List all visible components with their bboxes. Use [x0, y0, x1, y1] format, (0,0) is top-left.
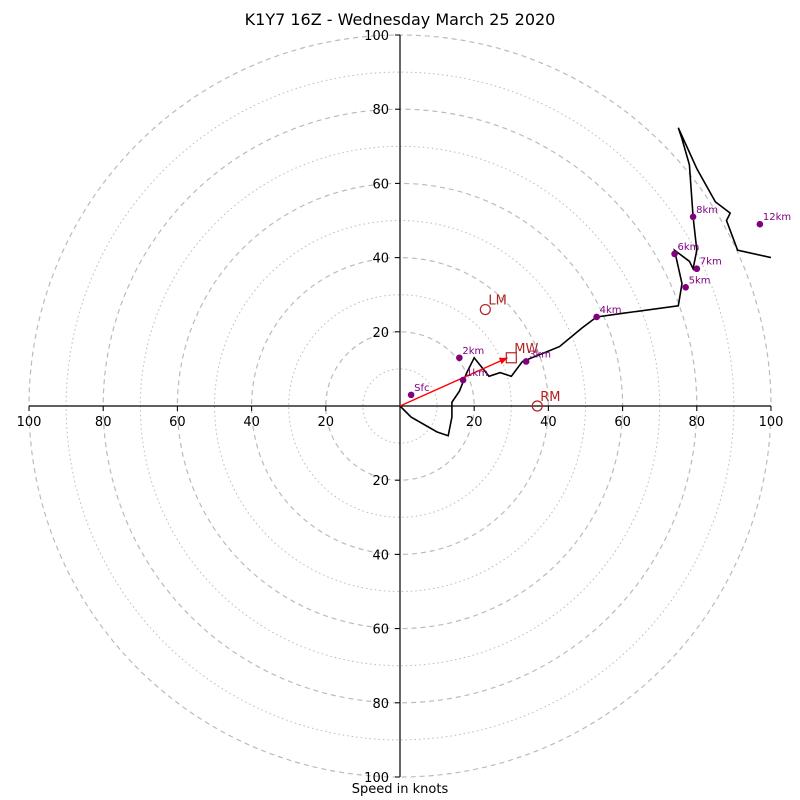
height-marker: [407, 391, 415, 399]
storm-motion-mw-label: MW: [514, 342, 538, 357]
height-marker-label: 6km: [678, 242, 700, 253]
y-tick-label: 20: [372, 326, 389, 341]
y-tick-label: 40: [372, 252, 389, 267]
storm-motion-rm-marker: [531, 400, 543, 412]
height-marker: [756, 220, 764, 228]
y-tick-label: 40: [372, 548, 389, 563]
x-tick-label: 40: [540, 415, 557, 430]
x-tick-label: 40: [243, 415, 260, 430]
height-marker: [522, 358, 530, 365]
storm-motion-lm-label: LM: [488, 294, 506, 309]
x-tick-label: 60: [614, 415, 631, 430]
height-marker-label: 5km: [689, 275, 711, 286]
y-tick-label: 20: [372, 474, 389, 489]
height-marker: [671, 250, 678, 258]
storm-motion-lm-marker: [479, 303, 491, 316]
height-marker: [593, 313, 600, 321]
height-marker-label: 7km: [700, 257, 722, 268]
mean-wind-vector: [399, 357, 508, 407]
height-marker-label: Sfc: [414, 383, 429, 394]
x-axis-label: Speed in knots: [351, 782, 449, 797]
x-tick-label: 60: [169, 415, 186, 430]
height-marker: [682, 283, 689, 291]
height-marker: [456, 354, 463, 362]
height-marker: [459, 376, 467, 384]
y-tick-label: 80: [372, 697, 389, 712]
height-marker-label: 8km: [696, 205, 718, 216]
height-marker-label: 2km: [462, 346, 484, 357]
mean-wind-arrowhead: [498, 357, 508, 365]
y-tick-label: 100: [364, 771, 389, 786]
height-marker-label: 12km: [763, 212, 791, 223]
x-tick-label: 100: [17, 415, 42, 430]
y-tick-label: 60: [372, 623, 389, 638]
x-tick-label: 20: [318, 415, 335, 430]
x-tick-label: 80: [95, 415, 112, 430]
height-marker-label: 4km: [600, 305, 622, 316]
x-tick-label: 100: [759, 415, 784, 430]
storm-motion-mw-marker: [505, 352, 517, 364]
y-tick-label: 100: [364, 29, 389, 44]
y-tick-label: 80: [372, 103, 389, 118]
y-tick-label: 60: [372, 177, 389, 192]
storm-motion-rm-label: RM: [540, 390, 560, 405]
height-marker: [693, 265, 701, 273]
height-marker-label: 1km: [466, 368, 488, 379]
x-tick-label: 20: [466, 415, 483, 430]
hodograph-line: [399, 127, 771, 437]
height-marker: [689, 213, 697, 221]
x-tick-label: 80: [689, 415, 706, 430]
height-marker-label: 3km: [529, 349, 551, 360]
chart-title: K1Y7 16Z - Wednesday March 25 2020: [244, 10, 556, 29]
